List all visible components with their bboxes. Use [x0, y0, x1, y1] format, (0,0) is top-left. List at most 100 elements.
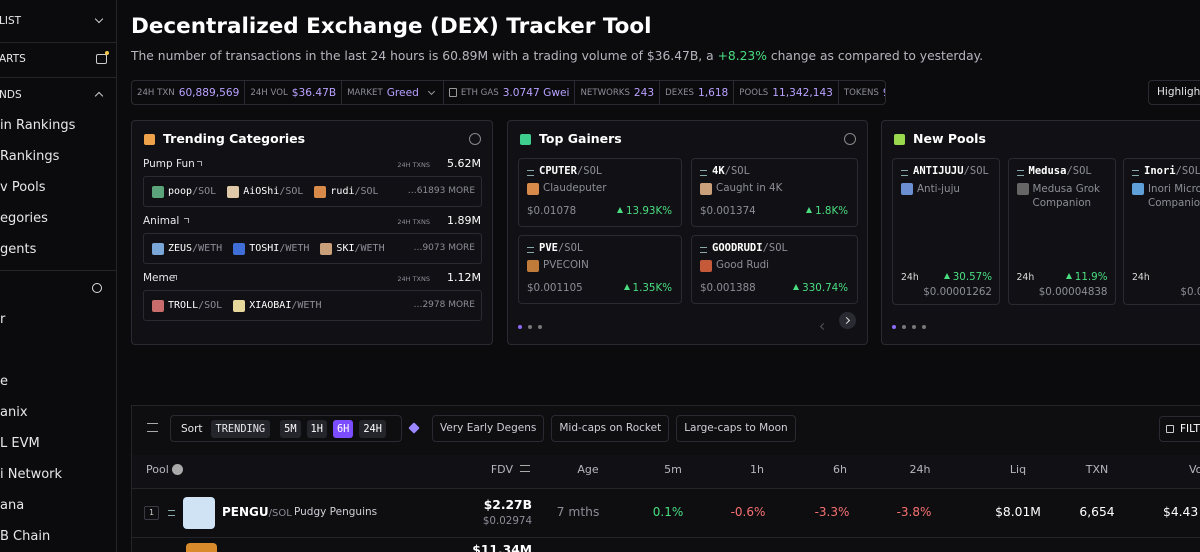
token-avatar: [152, 299, 164, 312]
sidebar-item[interactable]: r: [0, 312, 6, 327]
age: 7 mths: [556, 505, 600, 519]
token-chip[interactable]: poop/SOL: [152, 185, 216, 198]
next-button[interactable]: [839, 312, 856, 329]
period-button[interactable]: 6H: [332, 419, 354, 438]
stat-label: 24H TXN: [137, 87, 175, 98]
chevron: [427, 87, 435, 95]
period-label: 24h: [901, 272, 919, 283]
change-value: 330.74%: [802, 282, 848, 294]
gainer-tile[interactable]: GOODRUDI/SOL Good Rudi $0.001388 330.74%: [691, 235, 858, 304]
sort-icon[interactable]: [520, 465, 530, 472]
sidebar-item[interactable]: in Rankings: [0, 118, 76, 133]
preset-button[interactable]: Mid-caps on Rocket: [551, 415, 670, 442]
up-arrow: [1065, 273, 1072, 279]
up-arrow: [806, 207, 813, 213]
prev-button[interactable]: [819, 322, 828, 331]
token-avatar: [152, 242, 164, 255]
search-icon[interactable]: [92, 283, 102, 293]
sidebar-item[interactable]: L EVM: [0, 436, 40, 451]
token-name: PVECOIN: [543, 259, 589, 271]
pair-symbol: 4K: [712, 165, 725, 177]
help-icon[interactable]: [844, 133, 856, 145]
stat-label: MARKET: [347, 87, 383, 98]
preset-button[interactable]: Large-caps to Moon: [676, 415, 796, 442]
pair: Inori/SOL: [1144, 165, 1200, 177]
page-title: Decentralized Exchange (DEX) Tracker Too…: [131, 14, 652, 39]
gainer-tile[interactable]: CPUTER/SOL Claudeputer $0.01078 13.93K%: [518, 158, 682, 227]
sidebar-item[interactable]: gents: [0, 242, 37, 257]
token-chip[interactable]: XIAOBAI/WETH: [233, 299, 321, 312]
column-header[interactable]: 6h: [833, 463, 847, 476]
more-count[interactable]: …61893 MORE: [407, 186, 475, 196]
token-chip[interactable]: rudi/SOL: [314, 185, 379, 198]
subtitle-text: change as compared to yesterday.: [770, 49, 984, 63]
sidebar-item[interactable]: ARTS: [0, 53, 26, 65]
price: $0.01078: [527, 205, 577, 217]
highlights-button[interactable]: Highlights: [1148, 80, 1200, 105]
sidebar-item[interactable]: ana: [0, 498, 25, 513]
sidebar-item[interactable]: i Network: [0, 467, 63, 482]
help-icon[interactable]: [469, 133, 481, 145]
token-chip[interactable]: TOSHI/WETH: [233, 242, 310, 255]
column-header[interactable]: Age: [577, 463, 599, 476]
stat-value: 243: [633, 86, 655, 99]
preset-button[interactable]: Very Early Degens: [432, 415, 545, 442]
token-avatar: [314, 185, 327, 198]
token-avatar: [901, 183, 913, 195]
new-pools-card: New Pools ANTIJUJU/SOL Anti-juju 24h 30.57% $…: [881, 120, 1200, 345]
category-name[interactable]: Animal: [143, 215, 180, 227]
chevron[interactable]: [94, 14, 104, 24]
token-chip[interactable]: ZEUS/WETH: [152, 242, 222, 255]
token-chip[interactable]: SKI/WETH: [320, 242, 385, 255]
gainer-tile[interactable]: 4K/SOL Caught in 4K $0.001374 1.8K%: [691, 158, 858, 227]
sidebar-item[interactable]: v Pools: [0, 180, 46, 195]
sidebar-item[interactable]: egories: [0, 211, 48, 226]
sidebar-item[interactable]: anix: [0, 405, 28, 420]
stat-item[interactable]: MARKET Greed: [341, 81, 443, 104]
filters-button[interactable]: FILT: [1159, 416, 1200, 442]
column-header: Pool: [146, 463, 169, 476]
txn-count: 6,654: [1079, 505, 1115, 519]
column-header[interactable]: 5m: [664, 463, 682, 476]
price: $0.001105: [527, 282, 583, 294]
card-icon: [144, 134, 155, 145]
chevron[interactable]: [94, 91, 104, 101]
more-count[interactable]: …2978 MORE: [413, 300, 475, 310]
column-header[interactable]: Vo: [1189, 463, 1200, 476]
token-chip[interactable]: AiOShi/SOL: [227, 185, 303, 198]
more-count[interactable]: …9073 MORE: [413, 243, 475, 253]
category-name[interactable]: Meme: [143, 272, 176, 284]
sidebar-item[interactable]: NDS: [0, 89, 22, 101]
token-quote: /WETH: [354, 243, 385, 254]
period-button[interactable]: 5M: [280, 419, 301, 438]
token-quote: /WETH: [279, 243, 310, 254]
category-name[interactable]: Pump Fun: [143, 158, 195, 170]
sidebar-item[interactable]: B Chain: [0, 529, 51, 544]
liquidity: $8.01M: [995, 505, 1041, 519]
pool-tile[interactable]: Medusa/SOL Medusa Grok Companion 24h 11.9% $…: [1007, 158, 1116, 305]
category-link-icon: [197, 161, 203, 166]
token-symbol: rudi: [330, 186, 355, 197]
sidebar-item[interactable]: e: [0, 374, 8, 389]
period-button[interactable]: 1H: [306, 419, 327, 438]
column-header[interactable]: Liq: [1009, 463, 1027, 476]
sort-option[interactable]: TRENDING: [210, 419, 271, 438]
separator: [0, 42, 116, 43]
column-header[interactable]: 1h: [750, 463, 764, 476]
token-chip[interactable]: TROLL/SOL: [152, 299, 222, 312]
column-header[interactable]: TXN: [1085, 463, 1109, 476]
sidebar-item[interactable]: Rankings: [0, 149, 60, 164]
token-name: Claudeputer: [543, 182, 607, 194]
column-header[interactable]: 24h: [909, 463, 931, 476]
column-header[interactable]: FDV: [490, 463, 513, 476]
gainer-tile[interactable]: PVE/SOL PVECOIN $0.001105 1.35K%: [518, 235, 682, 304]
pool-tile[interactable]: ANTIJUJU/SOL Anti-juju 24h 30.57% $0.0000126…: [892, 158, 1000, 305]
subtitle: The number of transactions in the last 2…: [131, 49, 983, 63]
stat-label: DEXES: [665, 87, 694, 98]
period-button[interactable]: 24H: [359, 419, 386, 438]
preset-row: Very Early Degens Mid-caps on Rocket Large…: [432, 415, 796, 442]
sidebar-item[interactable]: LIST: [0, 15, 22, 27]
table-row[interactable]: [132, 490, 1200, 538]
filter-icon[interactable]: [147, 423, 158, 432]
